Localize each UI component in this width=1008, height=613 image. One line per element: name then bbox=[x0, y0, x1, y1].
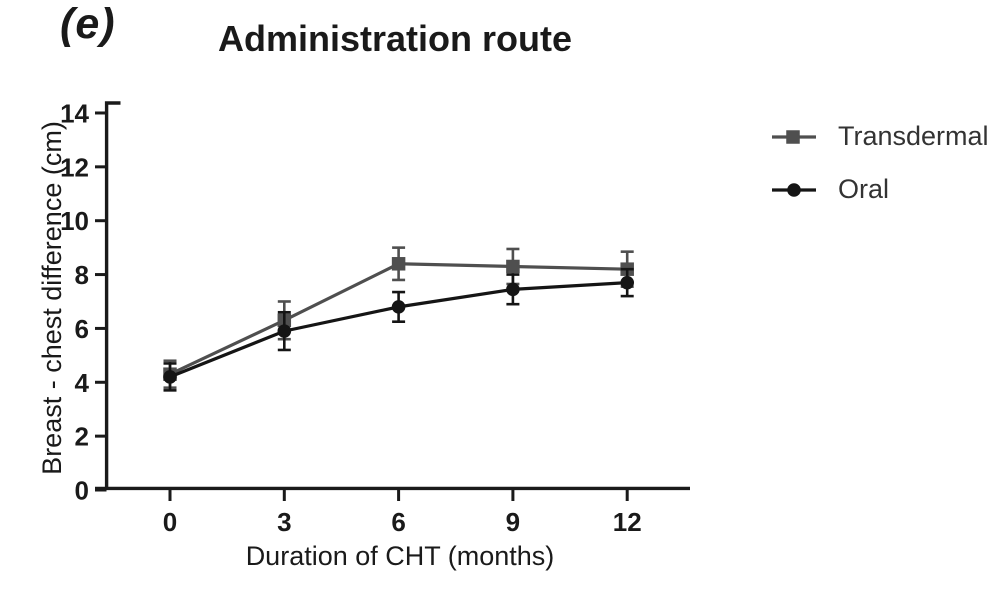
y-tick-label: 2 bbox=[75, 422, 89, 452]
y-axis-line bbox=[104, 101, 121, 490]
x-tick-label: 6 bbox=[391, 507, 405, 537]
chart-title: Administration route bbox=[217, 18, 572, 59]
series-transdermal-marker bbox=[391, 257, 406, 271]
series-oral-marker bbox=[506, 282, 520, 297]
series-oral-marker bbox=[277, 324, 292, 338]
x-tick-label: 9 bbox=[506, 507, 520, 537]
y-tick-label: 10 bbox=[60, 206, 89, 236]
panel-label: (e) bbox=[60, 0, 116, 48]
series-oral-marker bbox=[620, 275, 634, 290]
transdermal-square-marker-icon bbox=[772, 129, 816, 144]
chart-legend: Transdermal Oral bbox=[771, 121, 989, 205]
legend-item-oral: Oral bbox=[771, 174, 989, 205]
x-tick-label: 3 bbox=[277, 507, 291, 537]
legend-label-transdermal: Transdermal bbox=[838, 121, 989, 151]
y-tick-label: 6 bbox=[75, 314, 89, 344]
y-tick-label: 14 bbox=[60, 98, 89, 128]
legend-item-transdermal: Transdermal bbox=[771, 121, 989, 152]
y-tick-label: 8 bbox=[75, 260, 89, 290]
y-tick-label: 0 bbox=[75, 476, 89, 506]
series-oral-marker bbox=[163, 370, 177, 384]
legend-label-oral: Oral bbox=[838, 174, 890, 204]
x-axis-label: Duration of CHT (months) bbox=[245, 541, 555, 571]
y-tick-label: 12 bbox=[60, 152, 89, 182]
y-tick-label: 4 bbox=[75, 368, 90, 398]
series-transdermal-marker bbox=[506, 259, 520, 274]
x-tick-label: 12 bbox=[613, 507, 642, 537]
x-tick-label: 0 bbox=[163, 507, 177, 537]
series-oral-marker bbox=[391, 300, 406, 314]
y-axis-label: Breast - chest difference (cm) bbox=[37, 121, 67, 475]
oral-circle-marker-icon bbox=[772, 182, 816, 197]
